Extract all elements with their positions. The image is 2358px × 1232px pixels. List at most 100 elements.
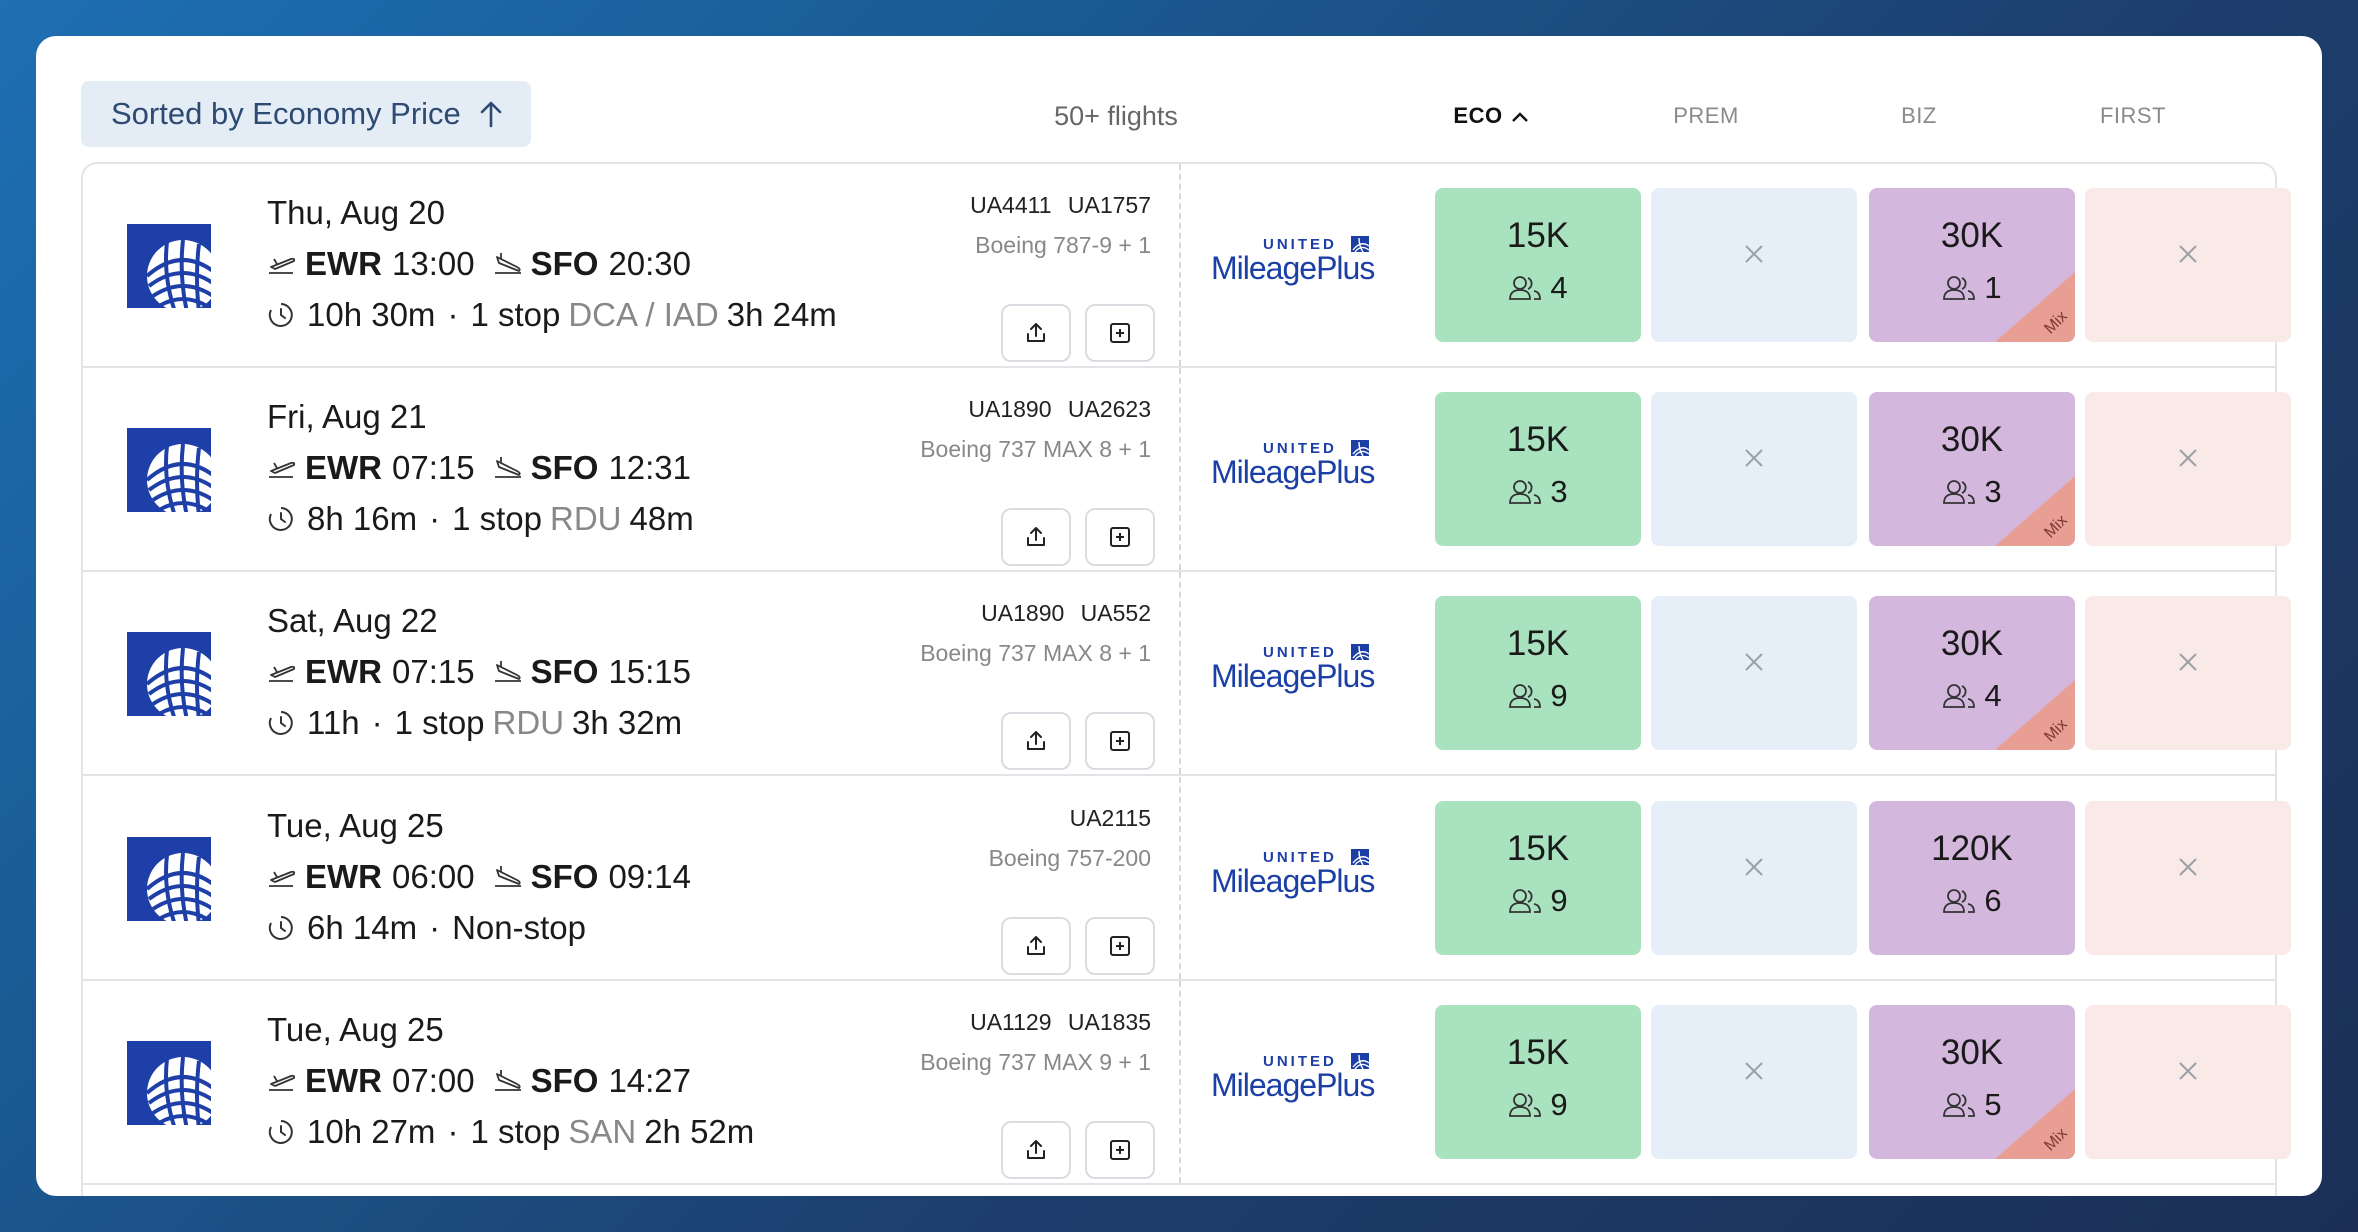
share-button[interactable]: [1001, 916, 1071, 975]
points-cost: 30K: [1940, 1032, 2004, 1072]
flight-row[interactable]: Sat, Aug 22 EWR 07:15 SFO 15:15 11h · 1 …: [83, 572, 2291, 777]
arrival-airport: SFO: [530, 857, 599, 895]
people-icon: [1943, 888, 1976, 913]
first-fare-cell[interactable]: [2085, 392, 2291, 547]
flight-date: Sat, Aug 22: [267, 602, 438, 640]
departure-time: 06:00: [392, 857, 475, 895]
economy-fare-cell[interactable]: 15K 9: [1435, 800, 1641, 955]
seats-available: 9: [1435, 1087, 1641, 1123]
row-divider: [1179, 980, 1181, 1183]
flight-row[interactable]: Tue, Aug 25 EWR 06:00 SFO 09:14 6h 14m ·…: [83, 776, 2291, 981]
economy-fare-cell[interactable]: 15K 3: [1435, 392, 1641, 547]
flight-row[interactable]: Fri, Aug 21 EWR 07:15 SFO 12:31 8h 16m ·…: [83, 368, 2291, 573]
landing-icon: [494, 253, 521, 274]
united-logo-icon: [127, 224, 221, 313]
departure-time: 13:00: [392, 245, 475, 282]
flight-date: Tue, Aug 25: [267, 1010, 444, 1048]
premium-fare-cell[interactable]: [1651, 596, 1857, 751]
column-header-eco[interactable]: ECO: [1426, 96, 1556, 136]
layover: 3h 24m: [726, 296, 837, 333]
unavailable-indicator: [2085, 242, 2291, 271]
column-header-first[interactable]: FIRST: [2099, 103, 2167, 128]
share-button[interactable]: [1001, 1120, 1071, 1179]
flight-row[interactable]: Tue, Aug 25 EWR 07:00 SFO 14:27 10h 27m …: [83, 980, 2291, 1185]
unavailable-indicator: [1651, 242, 1857, 271]
duration: 10h 27m: [307, 1112, 436, 1150]
business-fare-cell[interactable]: 30K 5 Mix: [1869, 1004, 2075, 1159]
unavailable-x-icon: [1745, 653, 1763, 672]
share-button[interactable]: [1001, 712, 1071, 771]
departure-time: 07:00: [392, 1061, 475, 1099]
economy-fare-cell[interactable]: 15K 9: [1435, 1004, 1641, 1159]
mixed-cabin-badge: [1995, 1088, 2075, 1159]
seat-count: 4: [1550, 270, 1568, 305]
clock-icon: [268, 711, 293, 736]
flight-list: Thu, Aug 20 EWR 13:00 SFO 20:30 10h 30m …: [81, 162, 2291, 1196]
share-button[interactable]: [1001, 304, 1071, 362]
flight-date: Thu, Aug 20: [267, 194, 445, 231]
separator-dot: ·: [429, 908, 441, 946]
people-icon: [1509, 684, 1542, 709]
unavailable-indicator: [2085, 650, 2291, 679]
premium-fare-cell[interactable]: [1651, 800, 1857, 955]
united-globe-icon: [1351, 236, 1369, 252]
first-fare-cell[interactable]: [2085, 596, 2291, 751]
premium-fare-cell[interactable]: [1651, 1004, 1857, 1159]
separator-dot: ·: [371, 704, 383, 742]
arrival-time: 12:31: [608, 449, 692, 487]
column-header-biz[interactable]: BIZ: [1901, 103, 1937, 128]
stops: Non-stop: [452, 908, 586, 946]
separator-dot: ·: [447, 1112, 459, 1150]
economy-fare-cell[interactable]: 15K 4: [1435, 188, 1641, 342]
duration-info: 11h · 1 stop RDU 3h 32m: [267, 702, 682, 744]
business-fare-cell[interactable]: 30K 3 Mix: [1869, 392, 2075, 547]
route: EWR 07:00 SFO 14:27: [267, 1061, 691, 1101]
duration-info: 10h 27m · 1 stop SAN 2h 52m: [267, 1111, 754, 1153]
add-button[interactable]: [1085, 916, 1155, 975]
row-divider: [1179, 776, 1181, 979]
seats-available: 4: [1435, 270, 1641, 306]
seat-count: 6: [1984, 882, 2002, 918]
add-button[interactable]: [1085, 508, 1155, 567]
people-icon: [1509, 1092, 1542, 1117]
premium-fare-cell[interactable]: [1651, 392, 1857, 547]
premium-fare-cell[interactable]: [1651, 188, 1857, 342]
program-name: MileagePlus: [1211, 658, 1375, 695]
economy-fare-cell[interactable]: 15K 9: [1435, 596, 1641, 751]
add-button[interactable]: [1085, 304, 1155, 362]
points-cost: 30K: [1940, 624, 2004, 664]
flight-row[interactable]: Thu, Aug 20 EWR 13:00 SFO 20:30 10h 30m …: [83, 164, 2291, 368]
column-header-prem[interactable]: PREM: [1673, 103, 1739, 128]
add-button[interactable]: [1085, 712, 1155, 771]
add-button[interactable]: [1085, 1120, 1155, 1179]
unavailable-x-icon: [1745, 857, 1763, 876]
duration: 10h 30m: [307, 296, 436, 333]
aircraft: Boeing 757-200: [988, 844, 1151, 871]
plus-square-icon: [1110, 323, 1130, 343]
sort-button[interactable]: Sorted by Economy Price: [81, 81, 531, 147]
aircraft: Boeing 737 MAX 8 + 1: [920, 640, 1151, 667]
mileageplus-logo: UNITED MileagePlus: [1211, 1052, 1375, 1113]
landing-icon: [494, 661, 521, 683]
first-fare-cell[interactable]: [2085, 188, 2291, 342]
column-header-eco-label: ECO: [1453, 103, 1503, 128]
clock-icon: [268, 507, 293, 532]
flight-numbers: UA2115: [1069, 804, 1151, 831]
business-fare-cell[interactable]: 30K 1 Mix: [1869, 188, 2075, 342]
unavailable-x-icon: [2179, 1062, 2197, 1080]
plus-square-icon: [1110, 527, 1130, 548]
people-icon: [1943, 684, 1976, 709]
stops: 1 stop: [470, 1112, 561, 1150]
via-airports: RDU: [549, 500, 622, 538]
share-icon: [1027, 1139, 1045, 1159]
row-divider: [1179, 572, 1181, 775]
share-button[interactable]: [1001, 508, 1071, 567]
departure-time: 07:15: [392, 449, 475, 487]
unavailable-indicator: [2085, 446, 2291, 475]
business-fare-cell[interactable]: 120K 6: [1869, 800, 2075, 955]
first-fare-cell[interactable]: [2085, 1004, 2291, 1159]
first-fare-cell[interactable]: [2085, 800, 2291, 955]
unavailable-indicator: [1651, 446, 1857, 475]
business-fare-cell[interactable]: 30K 4 Mix: [1869, 596, 2075, 751]
via-airports: RDU: [492, 704, 565, 742]
